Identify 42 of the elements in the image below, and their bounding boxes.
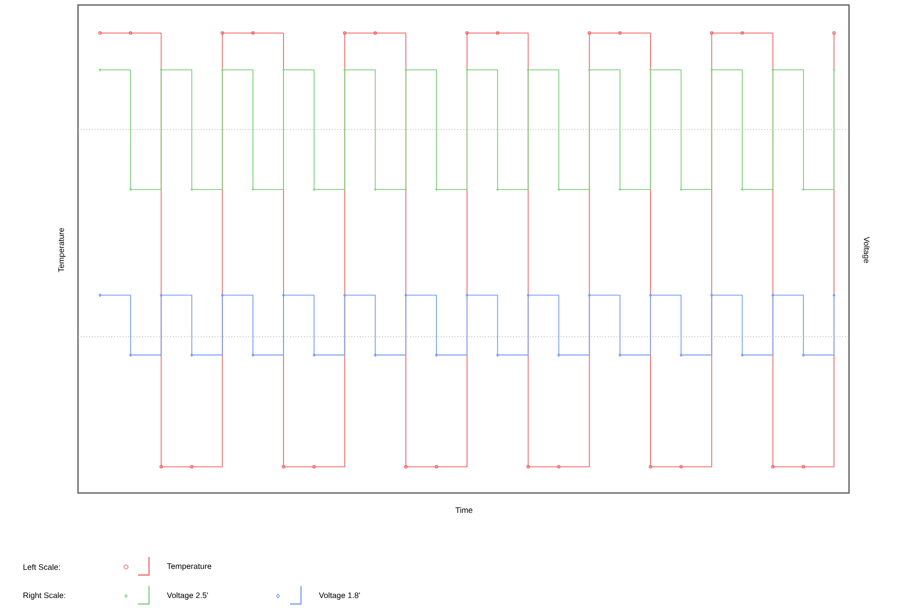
- point: [343, 293, 346, 297]
- point: [466, 293, 468, 297]
- point: [220, 31, 224, 35]
- point: [251, 31, 255, 35]
- point: [434, 465, 438, 469]
- point: [404, 293, 408, 297]
- point: [771, 293, 774, 297]
- point: [220, 293, 224, 297]
- point: [282, 465, 286, 469]
- point: [342, 31, 346, 35]
- point: [526, 465, 530, 469]
- point: [312, 465, 316, 469]
- point: [802, 353, 805, 357]
- point: [526, 293, 530, 297]
- point: [648, 465, 652, 469]
- point: [710, 293, 714, 297]
- point: [771, 465, 775, 469]
- point: [282, 293, 285, 297]
- point: [465, 31, 469, 35]
- point: [588, 31, 592, 35]
- point: [159, 465, 163, 469]
- point: [496, 31, 500, 35]
- point: [128, 31, 132, 35]
- point: [557, 353, 560, 357]
- point: [649, 293, 652, 297]
- point: [190, 353, 194, 357]
- point: [557, 465, 561, 469]
- point: [740, 353, 744, 357]
- point: [802, 465, 806, 469]
- point: [618, 353, 622, 357]
- point: [374, 31, 378, 35]
- point: [588, 293, 591, 297]
- point: [679, 465, 683, 469]
- point: [404, 465, 408, 469]
- point: [190, 465, 194, 469]
- point: [435, 353, 438, 357]
- point: [252, 353, 254, 357]
- point: [740, 31, 744, 35]
- point: [618, 31, 622, 35]
- point: [160, 293, 163, 297]
- point: [374, 353, 377, 357]
- point: [710, 31, 714, 35]
